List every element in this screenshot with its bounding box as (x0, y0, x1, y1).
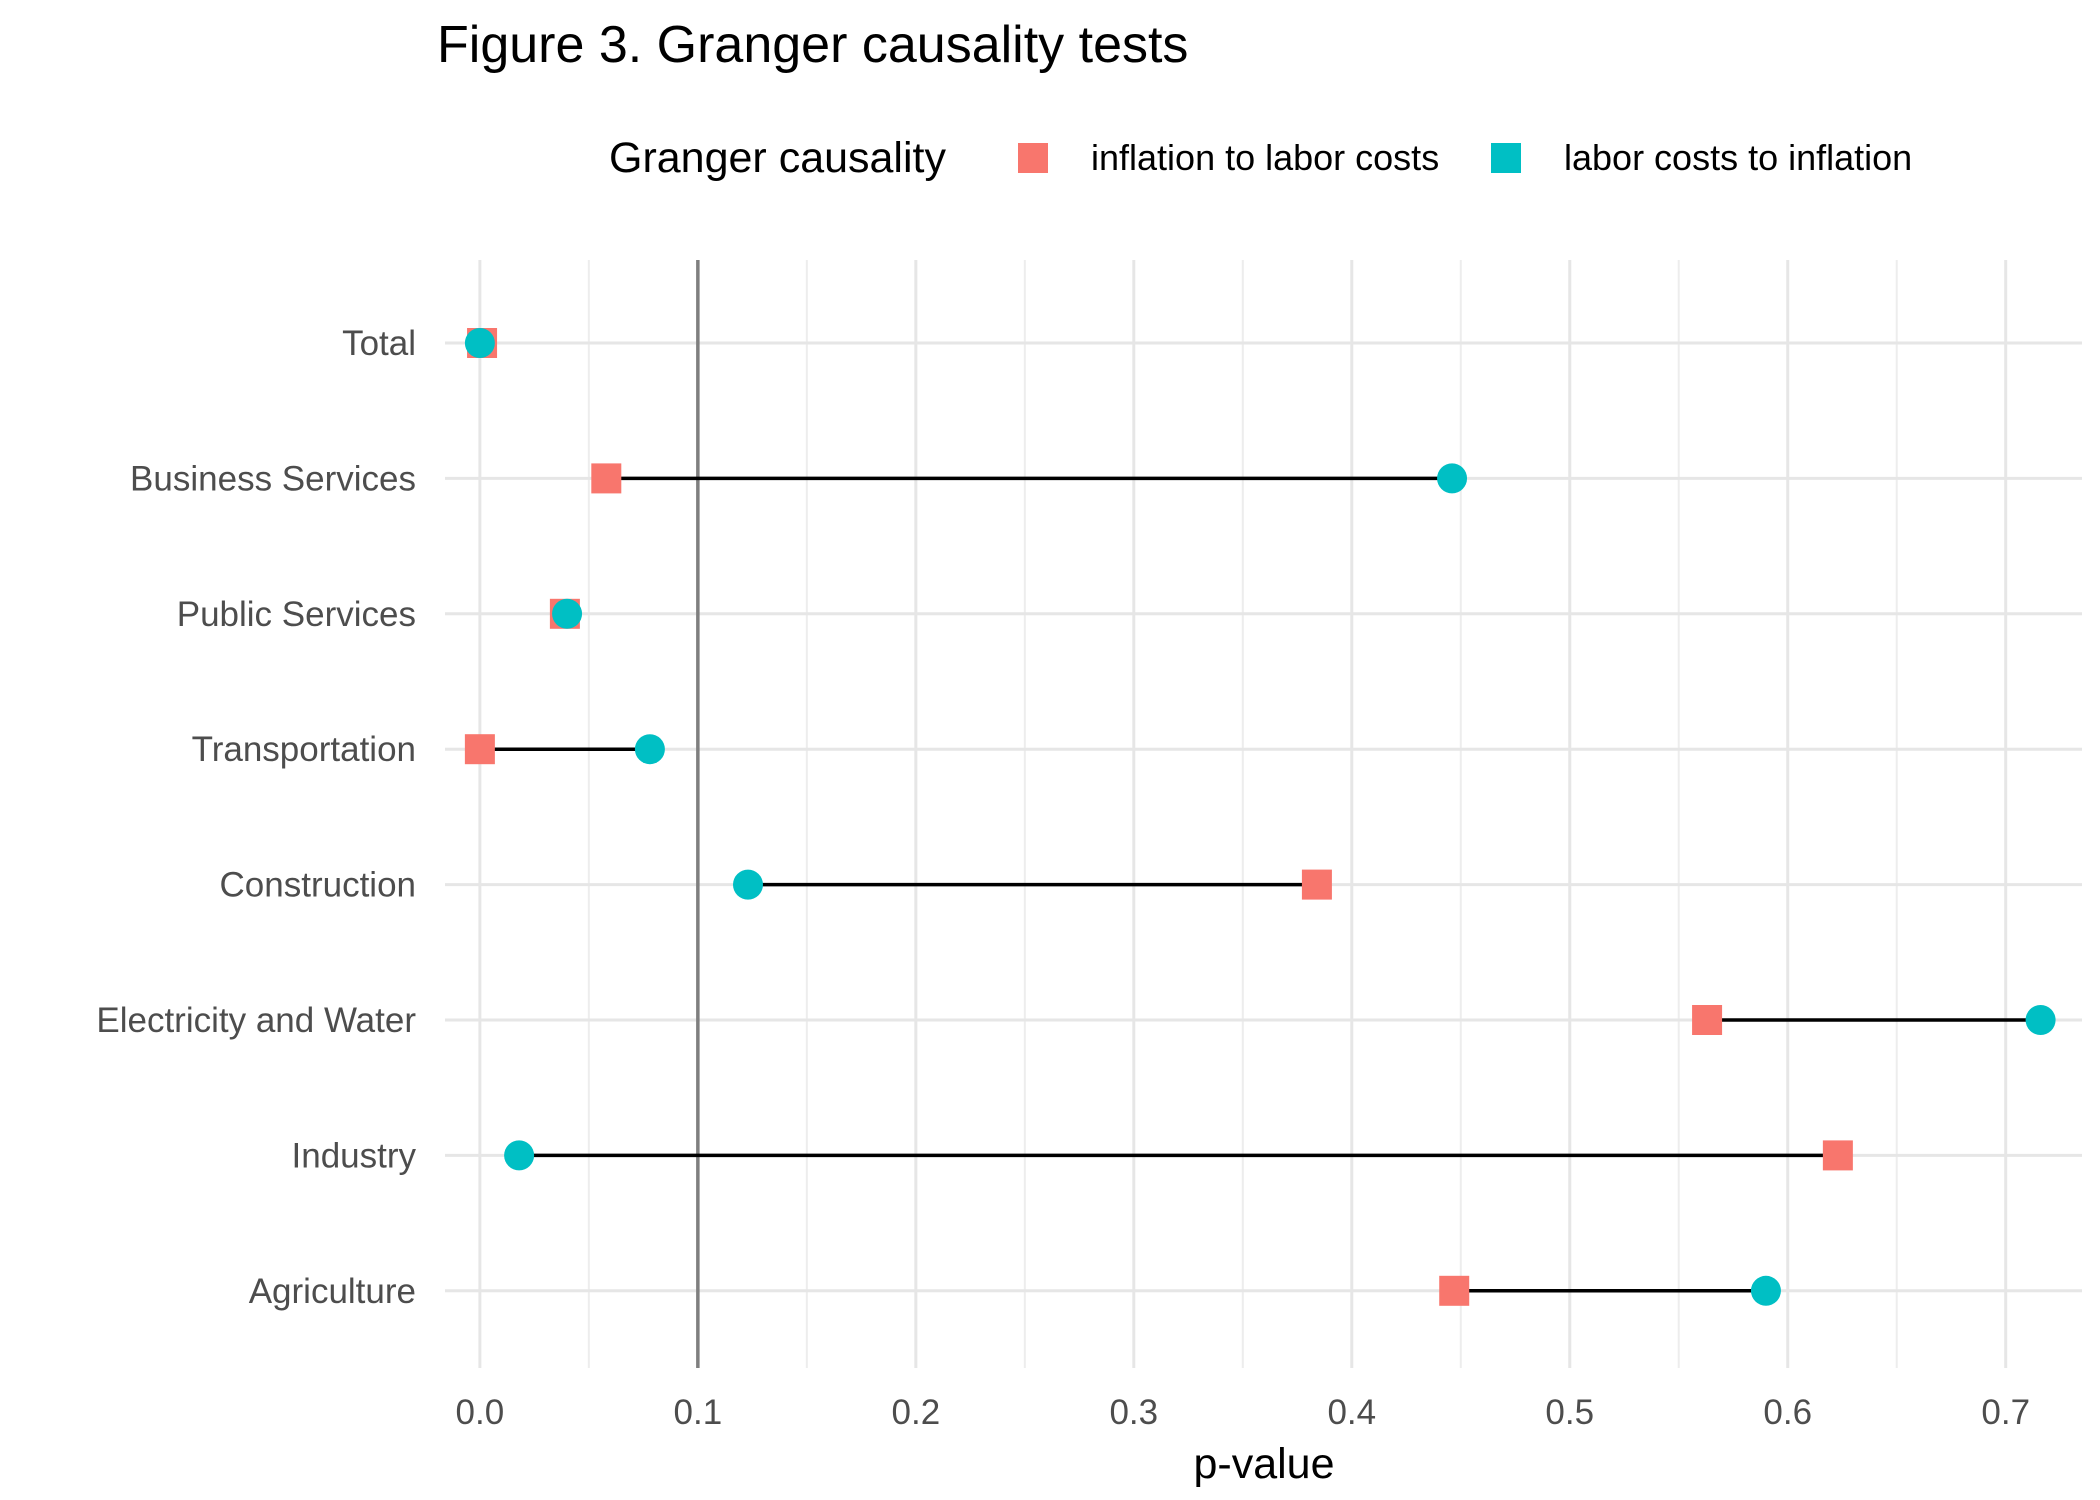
y-category-label: Construction (220, 866, 416, 905)
legend-label-labor-costs-to-inflation: labor costs to inflation (1564, 137, 1912, 178)
x-tick-label: 0.5 (1545, 1393, 1594, 1432)
legend-label-inflation-to-labor-costs: inflation to labor costs (1091, 137, 1439, 178)
point-inflation-to-labor-costs (1692, 1005, 1723, 1035)
point-labor-costs-to-inflation (732, 869, 763, 900)
x-tick-label: 0.2 (892, 1393, 941, 1432)
point-labor-costs-to-inflation (634, 734, 665, 765)
y-category-label: Electricity and Water (96, 1001, 416, 1040)
x-tick-label: 0.4 (1327, 1393, 1376, 1432)
y-category-label: Transportation (192, 730, 416, 769)
grid-minor (587, 260, 1898, 1368)
y-category-label: Agriculture (249, 1272, 416, 1311)
point-labor-costs-to-inflation (2025, 1005, 2056, 1035)
point-labor-costs-to-inflation (1437, 463, 1468, 494)
x-tick-label: 0.3 (1109, 1393, 1158, 1432)
y-category-label: Public Services (177, 595, 416, 634)
point-labor-costs-to-inflation (552, 598, 583, 629)
x-axis-labels: 0.0 0.1 0.2 0.3 0.4 0.5 0.6 0.7 (456, 1393, 2030, 1432)
y-axis-labels: Total Business Services Public Services Tra… (96, 324, 416, 1311)
point-inflation-to-labor-costs (591, 463, 622, 494)
legend-title: Granger causality (609, 134, 946, 182)
legend-swatch-inflation-to-labor-costs (1018, 143, 1048, 173)
points-inflation-to-labor-costs (464, 328, 1853, 1306)
point-inflation-to-labor-costs (1439, 1275, 1470, 1306)
x-tick-label: 0.7 (1981, 1393, 2030, 1432)
y-category-label: Industry (292, 1136, 417, 1175)
y-category-label: Total (342, 324, 416, 363)
y-category-label: Business Services (130, 459, 416, 498)
points-labor-costs-to-inflation (464, 328, 2056, 1306)
x-tick-label: 0.6 (1763, 1393, 1812, 1432)
point-inflation-to-labor-costs (1301, 869, 1332, 900)
point-labor-costs-to-inflation (504, 1140, 535, 1171)
legend-swatch-labor-costs-to-inflation (1491, 143, 1521, 173)
chart-title: Figure 3. Granger causality tests (437, 16, 1188, 74)
legend: Granger causality inflation to labor cos… (609, 134, 1912, 182)
x-axis-title: p-value (1193, 1440, 1334, 1488)
point-inflation-to-labor-costs (1822, 1140, 1853, 1171)
x-tick-label: 0.0 (456, 1393, 505, 1432)
dumbbell-segments (479, 341, 2041, 1293)
point-inflation-to-labor-costs (464, 734, 495, 765)
x-tick-label: 0.1 (674, 1393, 723, 1432)
point-labor-costs-to-inflation (1750, 1275, 1781, 1306)
point-labor-costs-to-inflation (464, 328, 495, 358)
grid-major (445, 260, 2082, 1368)
